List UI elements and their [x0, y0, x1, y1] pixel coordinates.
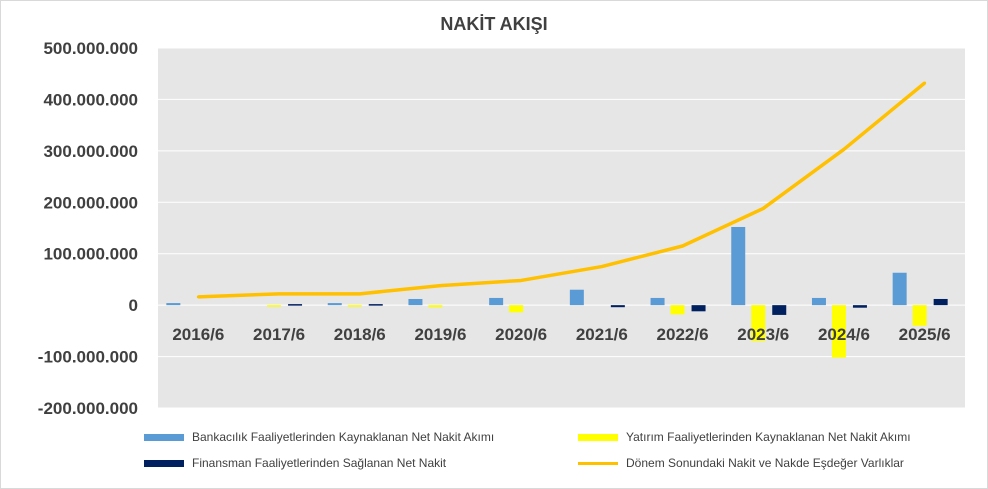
legend-swatch	[578, 433, 618, 441]
bar-1	[811, 297, 826, 306]
x-tick-label: 2020/6	[495, 325, 547, 344]
bar-2	[267, 305, 282, 307]
y-tick-label: 0	[129, 296, 138, 315]
line-point	[438, 284, 442, 288]
bar-2	[831, 305, 846, 358]
bar-1	[650, 297, 665, 306]
legend-label: Dönem Sonundaki Nakit ve Nakde Eşdeğer V…	[626, 456, 904, 470]
x-tick-label: 2018/6	[334, 325, 386, 344]
x-tick-label: 2025/6	[899, 325, 951, 344]
y-tick-label: 400.000.000	[43, 90, 138, 109]
x-tick-label: 2019/6	[414, 325, 466, 344]
x-tick-label: 2024/6	[818, 325, 870, 344]
x-axis: 2016/6 2017/6 2018/6 2019/6 2020/6 2021/6 2022…	[172, 325, 950, 344]
legend-label: Finansman Faaliyetlerinden Sağlanan Net …	[192, 456, 447, 470]
bar-1	[166, 303, 181, 306]
legend-label: Yatırım Faaliyetlerinden Kaynaklanan Net…	[626, 430, 911, 444]
bar-1	[731, 226, 746, 306]
legend-swatch	[578, 461, 618, 465]
x-tick-label: 2023/6	[737, 325, 789, 344]
bar-3	[610, 305, 625, 308]
bar-3	[933, 298, 948, 306]
y-tick-label: -100.000.000	[38, 348, 138, 367]
legend-item-finansman: Finansman Faaliyetlerinden Sağlanan Net …	[144, 456, 446, 470]
line-series-path	[198, 81, 926, 299]
bar-2	[670, 305, 685, 315]
line-series	[196, 81, 927, 299]
y-tick-label: -200.000.000	[38, 399, 138, 418]
bar-2	[751, 305, 766, 342]
x-tick-label: 2017/6	[253, 325, 305, 344]
legend-swatch	[144, 433, 184, 441]
legend-item-yatirim: Yatırım Faaliyetlerinden Kaynaklanan Net…	[578, 430, 911, 444]
plot-area	[158, 48, 965, 408]
bar-3	[691, 305, 706, 312]
x-tick-label: 2022/6	[657, 325, 709, 344]
line-point	[842, 147, 846, 151]
x-tick-label: 2016/6	[172, 325, 224, 344]
bar-1	[408, 298, 423, 306]
bar-2	[912, 305, 927, 326]
bar-1	[892, 272, 907, 306]
bars	[166, 226, 948, 358]
line-point	[681, 244, 685, 248]
y-tick-label: 100.000.000	[43, 245, 138, 264]
line-point	[358, 292, 362, 296]
bar-3	[852, 305, 867, 308]
gridlines	[158, 47, 965, 409]
bar-2	[509, 305, 524, 313]
legend-item-bankacilik: Bankacılık Faaliyetlerinden Kaynaklanan …	[144, 430, 494, 444]
bar-1	[569, 289, 584, 306]
bar-3	[288, 304, 303, 306]
line-point	[600, 265, 604, 269]
line-point	[923, 81, 927, 85]
bar-2	[347, 305, 362, 307]
line-point	[277, 292, 281, 296]
legend-item-donem-sonu: Dönem Sonundaki Nakit ve Nakde Eşdeğer V…	[578, 456, 904, 470]
x-tick-label: 2021/6	[576, 325, 628, 344]
bar-3	[368, 304, 383, 306]
y-tick-label: 300.000.000	[43, 142, 138, 161]
y-tick-label: 200.000.000	[43, 193, 138, 212]
bar-1	[327, 303, 342, 306]
y-axis: 500.000.000 400.000.000 300.000.000 200.000…	[38, 39, 138, 418]
line-point	[519, 278, 523, 282]
y-tick-label: 500.000.000	[43, 39, 138, 58]
chart-title: NAKİT AKIŞI	[440, 14, 548, 34]
legend-label: Bankacılık Faaliyetlerinden Kaynaklanan …	[192, 430, 495, 444]
bar-3	[772, 305, 787, 315]
line-point	[761, 206, 765, 210]
line-point	[196, 295, 200, 299]
bar-1	[489, 297, 504, 306]
bar-2	[428, 305, 443, 308]
legend-swatch	[144, 459, 184, 467]
